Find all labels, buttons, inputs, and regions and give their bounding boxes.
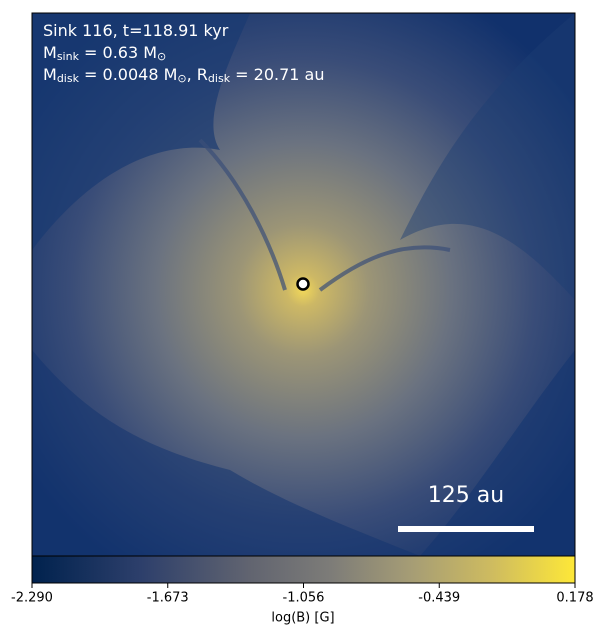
annotation-part: = 20.71 au: [230, 65, 324, 84]
tick-label: -0.439: [418, 591, 460, 606]
subscript: sink: [57, 50, 80, 63]
tick-label: -1.673: [147, 591, 189, 606]
image: [32, 13, 575, 556]
scale-bar: [398, 526, 534, 532]
annotation-part: = 0.63 M: [79, 43, 157, 62]
annotation-part: , R: [187, 65, 208, 84]
tick-label: -2.290: [11, 591, 53, 606]
colorbar-label: log(B) [G]: [271, 611, 334, 626]
sink-marker: [296, 277, 310, 291]
annotation-part: M: [43, 65, 57, 84]
subscript: disk: [57, 72, 80, 85]
tick-label: -1.056: [283, 591, 325, 606]
colorbar: [31, 555, 576, 584]
annotation: Msink = 0.63 M⊙: [43, 43, 166, 64]
subscript: disk: [208, 72, 231, 85]
annotation-part: Sink 116, t=118.91 kyr: [43, 21, 229, 40]
annotation-part: = 0.0048 M: [79, 65, 177, 84]
subscript: ⊙: [157, 50, 166, 63]
annotation: Mdisk = 0.0048 M⊙, Rdisk = 20.71 au: [43, 65, 324, 86]
annotation: Sink 116, t=118.91 kyr: [43, 21, 229, 40]
subscript: ⊙: [177, 72, 186, 85]
colorbar-ticks: -2.290 -1.673 -1.056 -0.439 0.178: [11, 583, 594, 606]
scale-bar-label: 125 au: [428, 483, 504, 508]
tick-label: 0.178: [556, 591, 593, 606]
annotation-part: M: [43, 43, 57, 62]
